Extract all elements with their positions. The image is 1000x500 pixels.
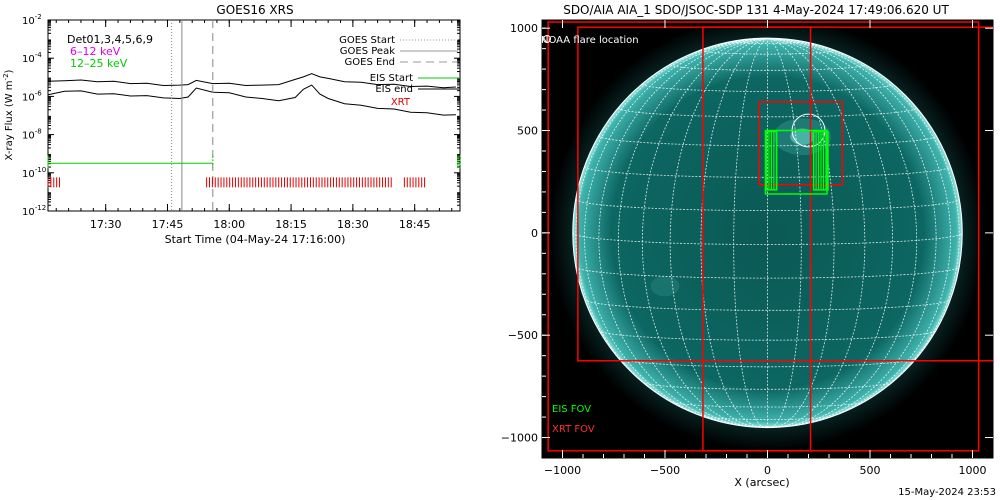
- xrt-fov-label: XRT FOV: [552, 424, 595, 435]
- legend-goes-peak-label: GOES Peak: [340, 46, 395, 57]
- aia-y-tick-label: 0: [531, 227, 538, 240]
- longitude-line: [767, 38, 918, 428]
- latitude-line: [572, 232, 963, 245]
- aia-y-tick-label: 1000: [510, 22, 538, 35]
- goes-band-low-label: 6–12 keV: [70, 45, 121, 58]
- aia-x-tick-label: −500: [650, 464, 680, 477]
- goes-detector-text: Det01,3,4,5,6,9: [67, 33, 153, 46]
- latitude-line: [575, 266, 960, 279]
- latitude-line: [733, 41, 802, 44]
- goes-series-12-25-kev: [47, 84, 456, 116]
- aia-x-tick-label: 0: [764, 464, 771, 477]
- legend-goes-start-label: GOES Start: [339, 35, 395, 46]
- aia-x-axis-label: X (arcsec): [734, 476, 789, 489]
- goes-y-tick-label: 10-4: [22, 51, 42, 65]
- flare-location-label: NOAA flare location: [541, 35, 639, 46]
- goes-y-axis-label-main: X-ray Flux (W m: [4, 80, 15, 160]
- goes-x-axis-label: Start Time (04-May-24 17:16:00): [165, 233, 346, 246]
- xrt-interval-group: [47, 177, 426, 188]
- longitude-line: [767, 38, 960, 428]
- eis-fov-boxes: [764, 129, 829, 195]
- flare-location-legend-icon: [543, 35, 551, 43]
- aia-y-tick-label: −500: [508, 329, 538, 342]
- aia-y-tick-label: 500: [517, 125, 538, 138]
- goes-series-6-12-kev: [47, 73, 456, 89]
- goes-series-group: [47, 73, 456, 116]
- aia-x-tick-label: 1000: [959, 464, 987, 477]
- goes-y-tick-label: 10-2: [22, 13, 42, 27]
- goes-y-axis-label-sup: -2: [2, 73, 10, 80]
- solar-limb: [572, 37, 963, 429]
- longitude-line: [767, 38, 894, 428]
- longitude-line: [767, 38, 802, 428]
- xrt-fov-box: [758, 101, 844, 186]
- goes-y-axis-label-close: ): [4, 69, 15, 73]
- aia-chart-title: SDO/AIA AIA_1 SDO/JSOC-SDP 131 4-May-202…: [563, 3, 949, 17]
- longitude-line: [598, 38, 768, 428]
- goes-chart-title: GOES16 XRS: [216, 3, 293, 17]
- longitude-line: [617, 38, 768, 428]
- longitude-line: [669, 38, 768, 428]
- active-region-secondary: [650, 275, 680, 297]
- goes-x-tick-label: 17:30: [90, 218, 122, 231]
- legend-eis-end-label: EIS end: [375, 84, 413, 95]
- longitude-line: [767, 38, 937, 428]
- longitude-line: [733, 38, 768, 428]
- goes-x-tick-label: 17:45: [152, 218, 184, 231]
- goes-xrs-chart: GOES16 XRS 10-2 10-4 10-6 10-8 10-10 10-12 17…: [2, 3, 461, 246]
- aia-image-chart: SDO/AIA AIA_1 SDO/JSOC-SDP 131 4-May-202…: [501, 3, 994, 489]
- latitude-line: [598, 135, 937, 147]
- longitude-line: [767, 38, 866, 428]
- longitude-line: [641, 38, 768, 428]
- eis-interval-group: [47, 155, 461, 169]
- aia-axes: −1000 −500 0 500 1000 1000 500 0 −500 −1000: [501, 20, 993, 477]
- goes-x-tick-label: 18:30: [337, 218, 369, 231]
- goes-y-tick-label: 10-10: [22, 166, 46, 180]
- longitude-line: [584, 38, 768, 428]
- goes-y-axis: 10-2 10-4 10-6 10-8 10-10 10-12: [22, 13, 460, 218]
- aia-y-tick-label: −1000: [501, 432, 538, 445]
- eis-fov-label: EIS FOV: [552, 404, 591, 415]
- render-timestamp: 15-May-2024 23:53: [898, 487, 996, 498]
- legend-eis-start-label: EIS Start: [370, 73, 413, 84]
- aia-x-tick-label: −1000: [544, 464, 581, 477]
- eis-fov-box: [764, 129, 828, 195]
- aia-x-tick-label: 500: [860, 464, 881, 477]
- goes-x-tick-label: 18:00: [213, 218, 245, 231]
- longitude-line: [575, 38, 768, 428]
- goes-x-tick-label: 18:45: [399, 218, 431, 231]
- solar-disk: [572, 38, 963, 428]
- goes-y-tick-label: 10-8: [22, 128, 42, 142]
- longitude-line: [767, 38, 951, 428]
- legend-goes-end-label: GOES End: [345, 57, 395, 68]
- active-region-glow: [773, 118, 832, 156]
- goes-y-tick-label: 10-12: [22, 204, 46, 218]
- xrt-fov-boxes: [547, 21, 993, 452]
- goes-band-high-label: 12–25 keV: [70, 57, 128, 70]
- goes-legend: GOES Start GOES Peak GOES End EIS Start …: [339, 35, 460, 108]
- legend-xrt-label: XRT: [391, 97, 411, 108]
- latitude-line: [700, 50, 835, 55]
- xrt-fov-box: [702, 26, 812, 452]
- goes-y-axis-label: X-ray Flux (W m-2): [2, 69, 15, 160]
- goes-y-tick-label: 10-6: [22, 89, 42, 103]
- goes-x-axis: 17:30 17:45 18:00 18:15 18:30 18:45: [55, 20, 453, 231]
- goes-x-tick-label: 18:15: [275, 218, 307, 231]
